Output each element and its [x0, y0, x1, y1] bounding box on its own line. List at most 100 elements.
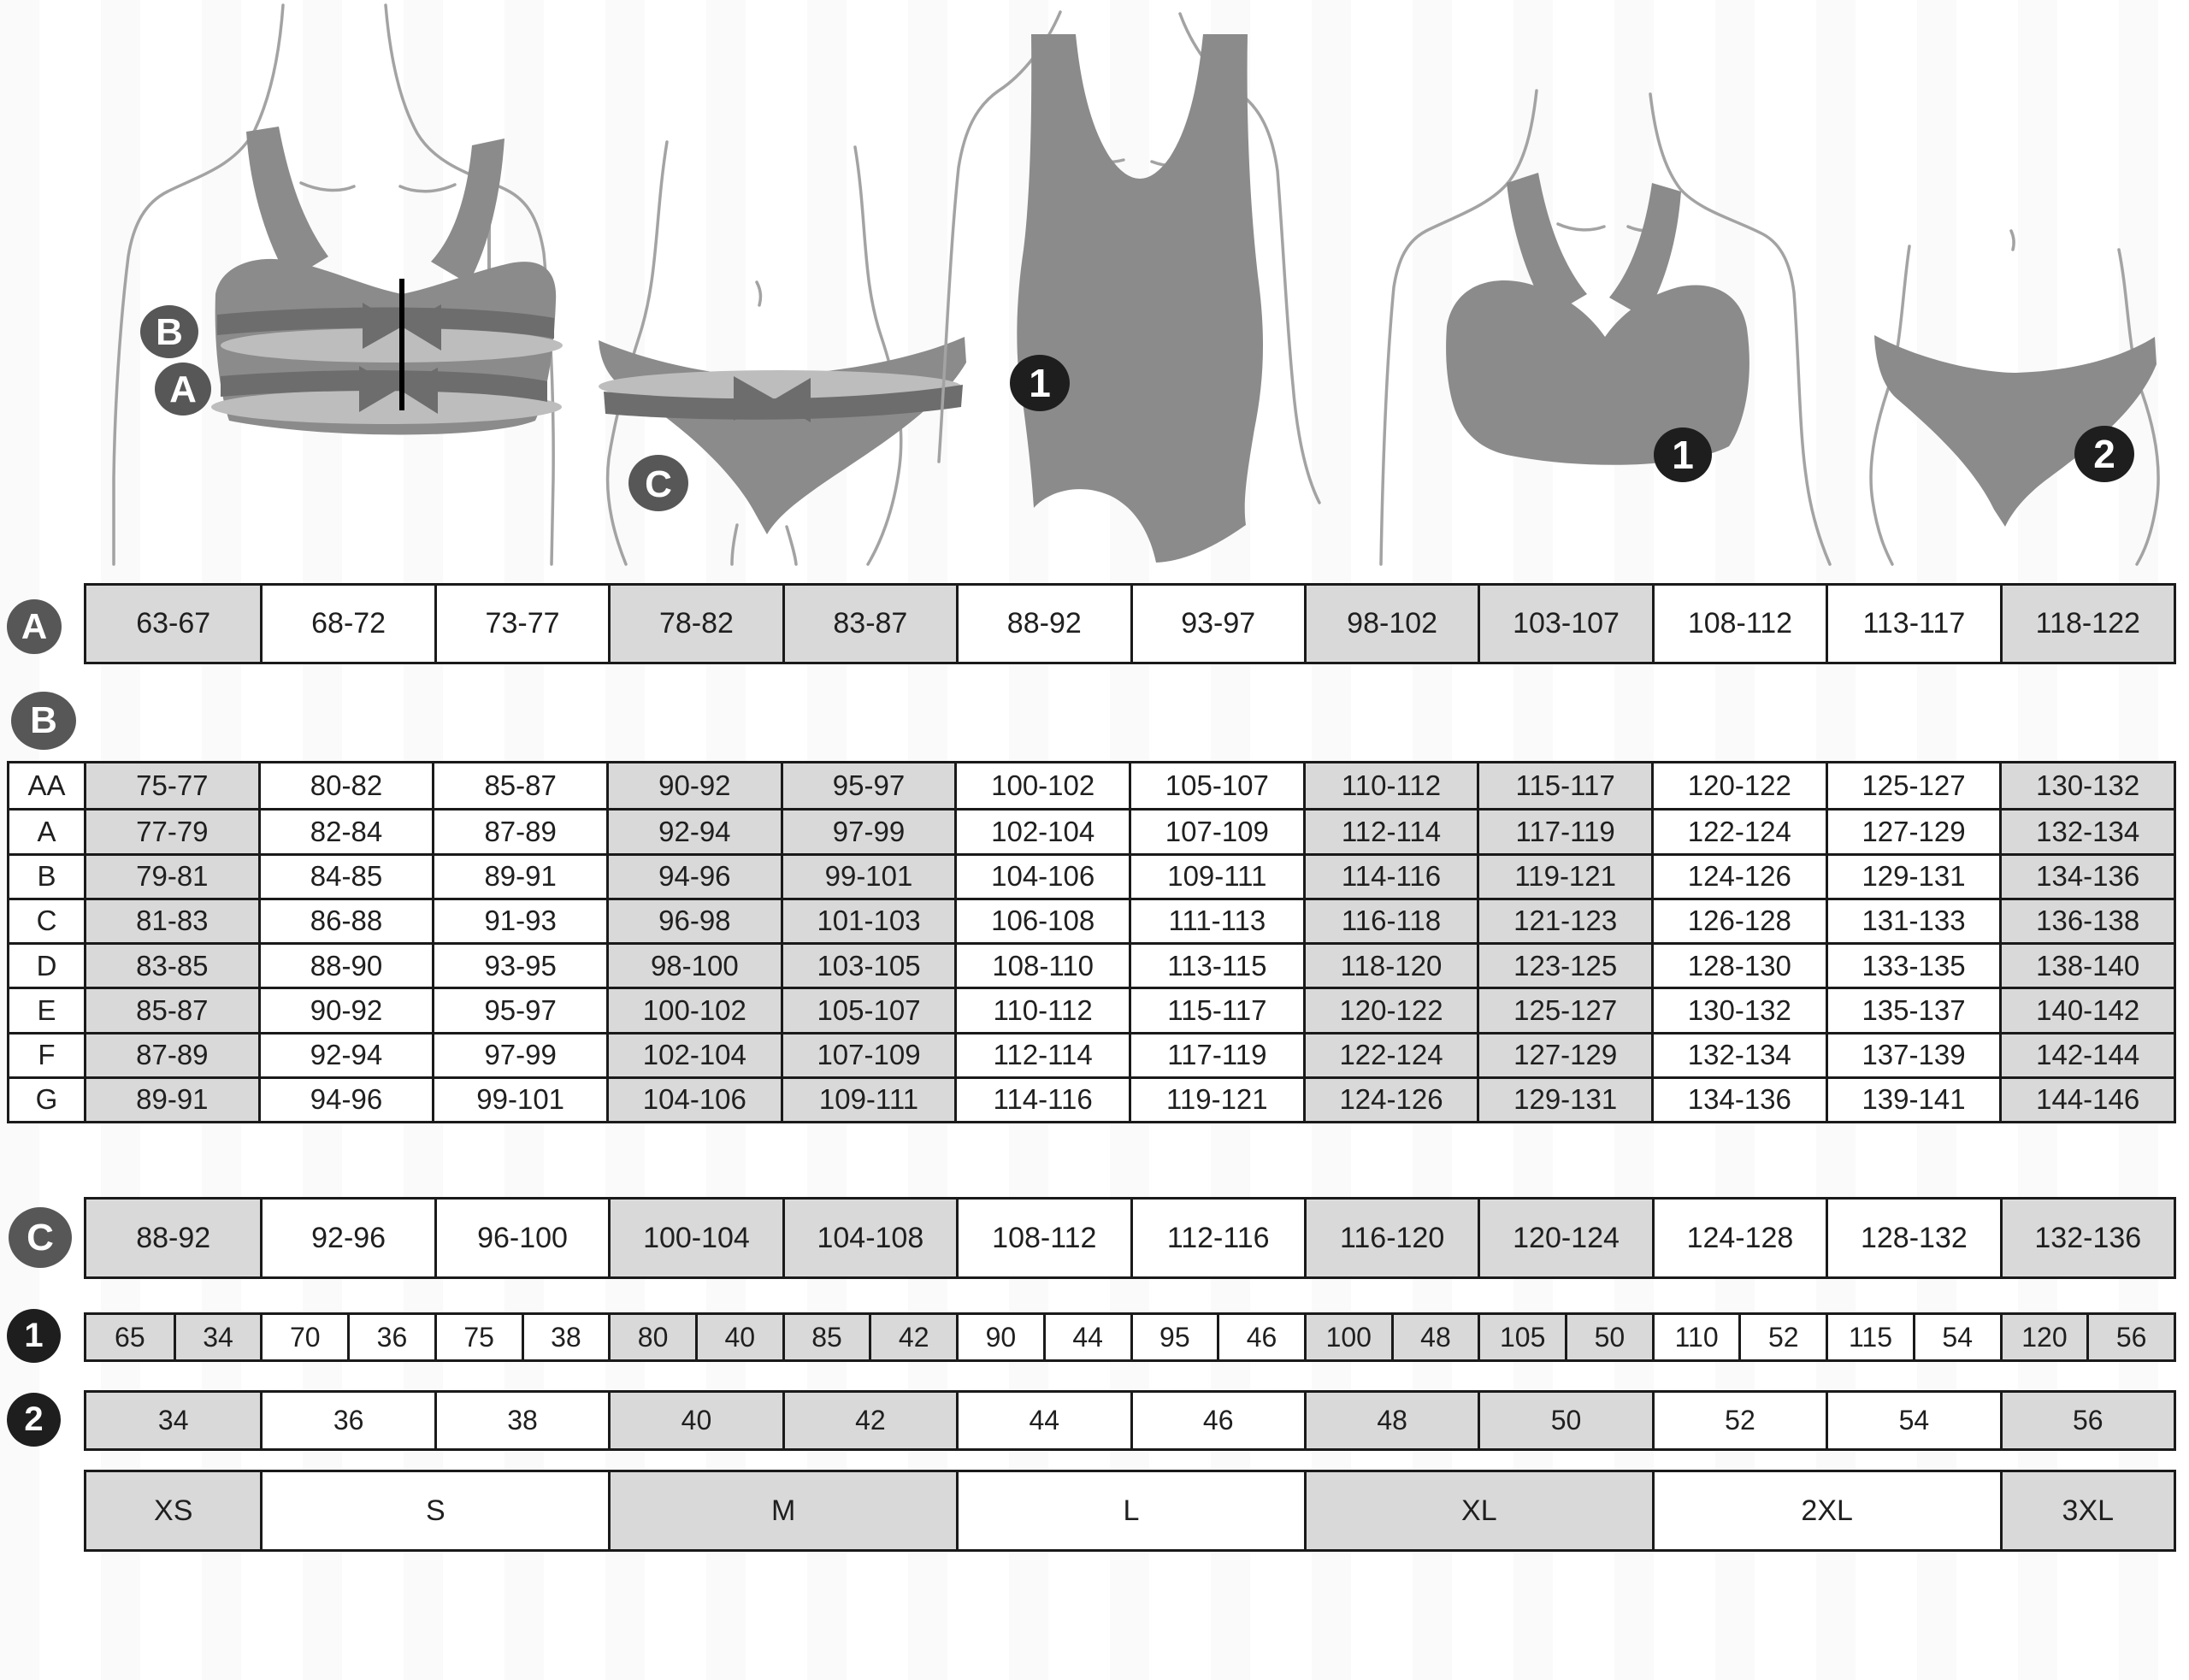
- table-cell: 104-106: [606, 1076, 781, 1121]
- figure-bra-measure: B A: [112, 3, 563, 566]
- table-cell: 125-127: [1825, 763, 2000, 809]
- table-cell: 115-117: [1129, 987, 1303, 1032]
- table-cell: 124-128: [1651, 1200, 1826, 1276]
- table-cell: 54: [1826, 1393, 2000, 1448]
- table-cell: 124-126: [1651, 852, 1826, 898]
- table-cell: 85: [782, 1315, 870, 1359]
- row-1-badge: 1: [7, 1309, 61, 1363]
- table-cell: 50: [1478, 1393, 1652, 1448]
- table-cell: 119-121: [1477, 852, 1651, 898]
- table-cell: 75-77: [84, 763, 258, 809]
- figure-badge-b: B: [140, 305, 198, 358]
- table-cell: 36: [347, 1315, 434, 1359]
- table-cell: 120-122: [1651, 763, 1826, 809]
- table-cell: 46: [1130, 1393, 1304, 1448]
- table-cell: 63-67: [86, 586, 261, 662]
- table-cell: 40: [694, 1315, 782, 1359]
- table-cell: 80-82: [257, 763, 433, 809]
- table-cell: 99-101: [780, 852, 955, 898]
- table-cell: 118-120: [1302, 942, 1478, 987]
- table-cell: 126-128: [1651, 897, 1826, 942]
- table-cell: 92-94: [606, 808, 781, 853]
- cup-row-label: E: [9, 987, 84, 1032]
- table-cell: 130-132: [1999, 763, 2174, 809]
- table-cell: 132-136: [1999, 1200, 2174, 1276]
- table-cell: 132-134: [1999, 808, 2174, 853]
- table-cell: 52: [1651, 1393, 1826, 1448]
- table-cell: 135-137: [1825, 987, 2000, 1032]
- cup-row-label: D: [9, 942, 84, 987]
- table-cell: 97-99: [432, 1031, 606, 1076]
- table-cell: 107-109: [780, 1031, 955, 1076]
- table-cell: 88-92: [86, 1200, 261, 1276]
- size-cell: L: [956, 1472, 1304, 1549]
- table-cell: 92-94: [257, 1031, 433, 1076]
- table-cell: 131-133: [1825, 897, 2000, 942]
- table-cell: 88-90: [257, 942, 433, 987]
- table-cell: 137-139: [1825, 1031, 2000, 1076]
- row-a-badge: A: [7, 599, 62, 654]
- table-cell: 96-98: [606, 897, 781, 942]
- table-cell: 85-87: [84, 987, 258, 1032]
- figure-badge-2-panty: 2: [2074, 426, 2134, 482]
- table-cell: 120-124: [1478, 1200, 1652, 1276]
- cup-row-label: C: [9, 897, 84, 942]
- svg-text:1: 1: [1672, 433, 1694, 477]
- table-cell: 77-79: [84, 808, 258, 853]
- table-cell: 90: [956, 1315, 1043, 1359]
- table-cell: 128-130: [1651, 942, 1826, 987]
- table-cell: 103-105: [780, 942, 955, 987]
- size-cell: 2XL: [1651, 1472, 2000, 1549]
- cup-row-label: B: [9, 852, 84, 898]
- table-cell: 56: [2086, 1315, 2174, 1359]
- cup-row-label: A: [9, 808, 84, 853]
- table-cell: 48: [1390, 1315, 1478, 1359]
- row-c-badge: C: [9, 1207, 72, 1268]
- svg-text:A: A: [169, 368, 197, 410]
- table-cell: 113-117: [1826, 586, 2000, 662]
- table-cell: 98-102: [1303, 586, 1478, 662]
- table-cell: 40: [608, 1393, 782, 1448]
- table-cell: 109-111: [1129, 852, 1303, 898]
- table-cell: 118-122: [1999, 586, 2174, 662]
- table-cell: 128-132: [1826, 1200, 2000, 1276]
- table-cell: 86-88: [257, 897, 433, 942]
- table-cell: 85-87: [432, 763, 606, 809]
- table-cell: 115-117: [1477, 763, 1651, 809]
- table-cell: 34: [86, 1393, 261, 1448]
- table-cell: 114-116: [1302, 852, 1478, 898]
- table-cell: 133-135: [1825, 942, 2000, 987]
- svg-text:C: C: [645, 463, 672, 505]
- table-cell: 92-96: [260, 1200, 434, 1276]
- table-cell: 134-136: [1651, 1076, 1826, 1121]
- table-cell: 46: [1217, 1315, 1304, 1359]
- table-cell: 93-97: [1130, 586, 1304, 662]
- size-cell: S: [260, 1472, 609, 1549]
- table-cell: 88-92: [956, 586, 1130, 662]
- hip-row-table: 88-92 92-96 96-100 100-104 104-108 108-112 112…: [84, 1197, 2176, 1279]
- size-cell: XS: [86, 1472, 261, 1549]
- table-cell: 138-140: [1999, 942, 2174, 987]
- figure-panty-measure: C: [599, 140, 966, 566]
- table-cell: 104-106: [954, 852, 1129, 898]
- table-cell: 56: [1999, 1393, 2174, 1448]
- table-cell: 102-104: [606, 1031, 781, 1076]
- table-cell: 116-118: [1302, 897, 1478, 942]
- table-cell: 115: [1826, 1315, 1913, 1359]
- table-cell: 100-104: [608, 1200, 782, 1276]
- table-cell: 42: [869, 1315, 957, 1359]
- table-cell: 95: [1130, 1315, 1218, 1359]
- table-cell: 120: [1999, 1315, 2087, 1359]
- table-cell: 44: [956, 1393, 1130, 1448]
- table-cell: 94-96: [257, 1076, 433, 1121]
- table-cell: 82-84: [257, 808, 433, 853]
- figure-bra-product: 1: [1379, 89, 1832, 566]
- table-cell: 105-107: [1129, 763, 1303, 809]
- table-cell: 44: [1042, 1315, 1130, 1359]
- svg-text:B: B: [156, 311, 183, 353]
- table-cell: 38: [521, 1315, 609, 1359]
- table-cell: 108-112: [956, 1200, 1130, 1276]
- table-cell: 87-89: [432, 808, 606, 853]
- table-cell: 100: [1303, 1315, 1391, 1359]
